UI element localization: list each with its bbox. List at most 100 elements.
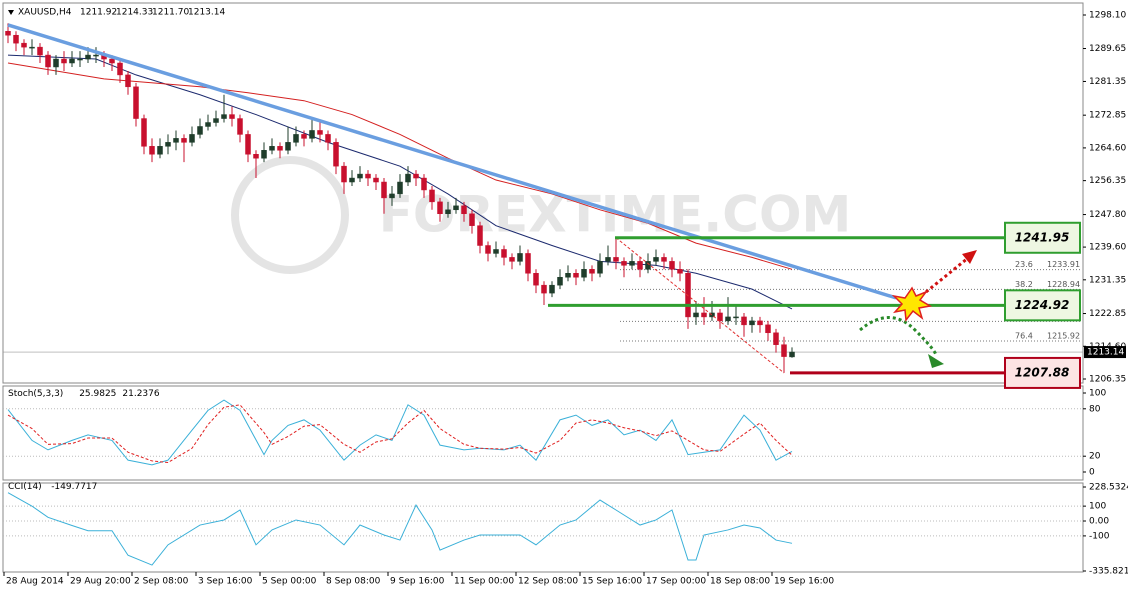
candle-body <box>741 316 747 326</box>
candle-body <box>325 134 331 143</box>
candle-body <box>701 312 707 318</box>
candle-body <box>61 58 67 64</box>
candle-body <box>37 46 43 56</box>
indicator-title: Stoch(5,3,3) <box>8 389 63 399</box>
candle-body <box>645 261 651 270</box>
candle-body <box>93 54 99 57</box>
candle-body <box>141 118 147 147</box>
candle-body <box>221 114 227 119</box>
y-tick-label: 228.5324 <box>1089 483 1128 493</box>
candle-body <box>181 138 187 143</box>
candle-body <box>157 146 163 155</box>
x-tick-label: 11 Sep 00:00 <box>454 577 514 587</box>
candle-body <box>669 261 675 270</box>
candle-body <box>357 173 363 179</box>
fib-price: 1228.94 <box>1047 280 1080 289</box>
candle-body <box>197 126 203 135</box>
watermark-logo <box>231 156 349 274</box>
plot-layer: 1298.10 1289.65 1281.35 1272.85 1264.60 1256.… <box>3 11 1128 587</box>
y-tick-label: 1256.35 <box>1089 176 1126 186</box>
x-tick-label: 5 Sep 00:00 <box>262 577 317 587</box>
breakout-burst <box>891 286 933 322</box>
x-tick-label: 15 Sep 16:00 <box>582 577 642 587</box>
candle-body <box>621 261 627 266</box>
candle-body <box>733 316 739 319</box>
indicator-value: -149.7717 <box>51 482 97 492</box>
indicator-title: CCI(14) <box>8 482 42 492</box>
fib-ratio: 38.2 <box>1015 280 1033 289</box>
candle-body <box>469 213 475 226</box>
candle-body <box>597 261 603 274</box>
candle-body <box>461 205 467 215</box>
level-label: 1224.92 <box>1015 298 1070 312</box>
y-tick-label: 1264.60 <box>1089 143 1126 153</box>
candle-body <box>277 146 283 151</box>
candle-body <box>749 320 755 326</box>
candle-body <box>589 269 595 274</box>
y-tick-label: 20 <box>1089 452 1101 462</box>
candle-body <box>229 114 235 119</box>
level-box <box>1004 289 1081 322</box>
annotations <box>859 250 977 368</box>
close-value: 1213.14 <box>188 8 225 18</box>
candle-body <box>429 189 435 203</box>
x-tick-label: 2 Sep 08:00 <box>134 577 189 587</box>
candle-body <box>661 257 667 262</box>
candle-body <box>53 58 59 68</box>
candle-body <box>333 142 339 167</box>
candle-body <box>557 276 563 286</box>
candle-body <box>189 134 195 143</box>
candle-body <box>709 312 715 318</box>
indicator-value: 21.2376 <box>122 389 159 399</box>
y-tick-label: 1206.35 <box>1089 375 1126 385</box>
y-tick-label: 0.00 <box>1089 517 1109 527</box>
candle-body <box>525 253 531 274</box>
x-tick-label: 29 Aug 20:00 <box>70 577 131 587</box>
x-tick-label: 18 Sep 08:00 <box>710 577 770 587</box>
candle-body <box>109 58 115 64</box>
candle-body <box>309 130 315 139</box>
candle-body <box>693 312 699 318</box>
candle-body <box>213 118 219 123</box>
candle-body <box>725 316 731 322</box>
candle-body <box>117 62 123 76</box>
candle-body <box>317 130 323 135</box>
candle-body <box>349 177 355 183</box>
x-tick-label: 19 Sep 16:00 <box>774 577 834 587</box>
level-label: 1241.95 <box>1015 230 1070 244</box>
y-tick-label: 1247.80 <box>1089 210 1126 220</box>
candle-body <box>629 261 635 266</box>
candle-body <box>261 150 267 159</box>
down-arrow-head <box>928 354 944 368</box>
fib-ratio: 23.6 <box>1015 260 1033 269</box>
y-tick-label: 1298.10 <box>1089 11 1126 21</box>
candle-body <box>517 253 523 262</box>
candle-body <box>405 173 411 183</box>
candle-body <box>365 173 371 179</box>
candle-body <box>533 273 539 286</box>
y-tick-label: -335.8214 <box>1089 567 1128 577</box>
price-box <box>1084 346 1126 359</box>
candle-body <box>381 181 387 199</box>
y-tick-label: 1239.60 <box>1089 243 1126 253</box>
candle-body <box>757 320 763 326</box>
candle-body <box>5 31 11 36</box>
candle-body <box>773 332 779 345</box>
candle-body <box>245 134 251 155</box>
price-panel <box>2 2 1084 384</box>
down-arrow <box>859 316 938 358</box>
stoch-panel <box>2 385 1084 481</box>
candle-body <box>29 46 35 49</box>
y-tick-label: 100 <box>1089 389 1106 399</box>
frames <box>2 2 1084 573</box>
candle-body <box>485 245 491 254</box>
candle-body <box>285 142 291 151</box>
up-arrow-head <box>962 250 977 264</box>
candle-body <box>509 257 515 262</box>
indicator-line <box>7 404 793 464</box>
level-box <box>1004 356 1081 389</box>
candle-body <box>613 257 619 262</box>
candle-body <box>165 142 171 147</box>
